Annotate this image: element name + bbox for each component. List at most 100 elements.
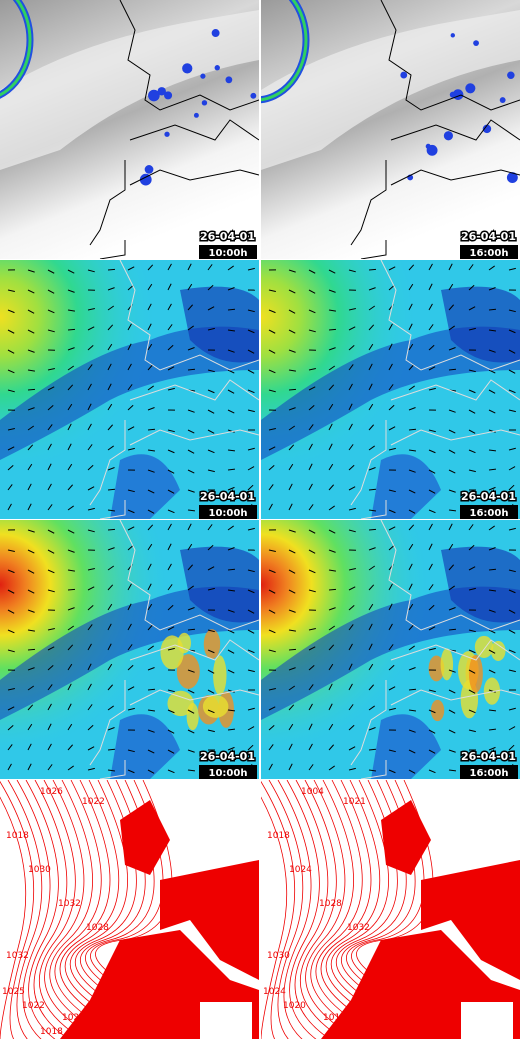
wind-arrow — [127, 749, 135, 753]
wind-arrow — [147, 603, 153, 611]
wind-arrow — [368, 603, 374, 611]
wind-arrow — [67, 607, 75, 611]
wind-arrow — [187, 347, 195, 351]
wind-arrow — [107, 509, 116, 512]
wind-arrow — [368, 643, 373, 651]
wind-arrow — [428, 303, 433, 311]
wind-arrow — [408, 769, 416, 774]
wind-arrow — [107, 324, 114, 331]
wind-arrow — [67, 663, 73, 671]
wind-arrow — [308, 368, 316, 371]
low-wind — [371, 714, 441, 779]
wind-arrow — [328, 765, 335, 771]
wind-arrow — [428, 729, 436, 734]
wind-arrow — [268, 349, 276, 354]
map-layer — [261, 260, 520, 519]
wind-arrow — [207, 369, 215, 373]
low-wind-band — [0, 326, 259, 460]
wind-arrow — [7, 289, 15, 292]
map-panel: 1004 1021 1018 1024 1028 1030 1032 1024 1020 1018 — [261, 780, 520, 1039]
wind-arrow — [488, 728, 497, 731]
wind-arrow — [227, 709, 236, 712]
wind-arrow — [448, 749, 456, 753]
wind-arrow — [87, 683, 92, 691]
wind-arrow — [328, 403, 334, 411]
wind-arrow — [27, 589, 35, 594]
wind-arrow — [388, 603, 393, 611]
wind-arrow — [47, 269, 55, 274]
wind-arrow — [7, 446, 15, 451]
wind-arrow — [47, 549, 55, 554]
wind-arrow — [147, 543, 153, 551]
precip — [450, 33, 455, 38]
wind-arrow — [7, 688, 15, 691]
date-label: 26-04-01 — [200, 490, 255, 503]
wind-arrow — [268, 369, 276, 374]
wind-arrow — [167, 387, 175, 391]
wind-arrow — [428, 604, 435, 611]
wind-arrow — [167, 689, 175, 693]
wind-arrow — [408, 509, 416, 514]
wind-arrow — [328, 463, 334, 471]
wind-arrow — [147, 524, 154, 531]
wind-arrow — [348, 604, 355, 611]
wind-arrow — [147, 428, 156, 431]
wind-arrow — [448, 429, 456, 434]
wind-arrow — [167, 449, 175, 454]
wind-arrow — [87, 746, 95, 751]
wind-arrow — [368, 403, 374, 411]
wind-arrow — [87, 704, 93, 711]
wind-arrow — [368, 324, 375, 331]
wind-arrow — [488, 709, 497, 712]
wind-arrow — [368, 445, 375, 451]
wind-arrow — [167, 283, 172, 291]
wind-arrow — [167, 303, 172, 311]
wind-arrow — [508, 744, 515, 751]
wind-arrow — [207, 629, 215, 633]
date-label: 26-04-01 — [200, 750, 255, 763]
wind-arrow — [388, 266, 396, 271]
wind-arrow — [308, 424, 314, 431]
wind-arrow — [408, 283, 414, 291]
wind-arrow — [127, 644, 133, 651]
wind-arrow — [7, 609, 15, 614]
wind-arrow — [227, 409, 235, 414]
strong-wind — [490, 640, 506, 661]
wind-arrow — [227, 629, 235, 634]
wind-arrow — [27, 569, 35, 574]
wind-arrow — [388, 384, 394, 391]
wind-arrow — [428, 689, 436, 693]
wind-arrow — [368, 343, 374, 351]
wind-arrow — [167, 489, 175, 494]
wind-arrow — [448, 509, 457, 512]
wind-arrow — [247, 389, 255, 394]
precip — [201, 100, 208, 106]
time-box — [460, 245, 518, 259]
isobar — [261, 780, 295, 1039]
wind-arrow — [368, 727, 376, 731]
wind-arrow — [107, 547, 115, 551]
wind-arrow — [408, 543, 414, 551]
wind-arrow — [288, 629, 296, 632]
wind-arrow — [388, 686, 396, 691]
wind-arrow — [368, 424, 375, 431]
time-box — [460, 505, 518, 519]
wind-arrow — [288, 763, 293, 771]
wind-arrow — [408, 489, 416, 494]
wind-arrow — [247, 267, 255, 271]
time-label: 10:00h — [209, 768, 248, 779]
isobar — [286, 780, 320, 1039]
blank — [461, 1002, 513, 1039]
wind-arrow — [207, 729, 215, 733]
wind-arrow — [348, 444, 354, 451]
wind-arrow — [308, 504, 314, 511]
wind-arrow — [268, 706, 276, 711]
wind-arrow — [67, 463, 73, 471]
precip — [449, 91, 456, 98]
wind-arrow — [428, 283, 433, 291]
wind-arrow — [368, 383, 373, 391]
wind-arrow — [288, 483, 293, 491]
wind-arrow — [328, 328, 337, 331]
wind-arrow — [368, 528, 377, 531]
isobar-label: 1018 — [267, 831, 290, 841]
